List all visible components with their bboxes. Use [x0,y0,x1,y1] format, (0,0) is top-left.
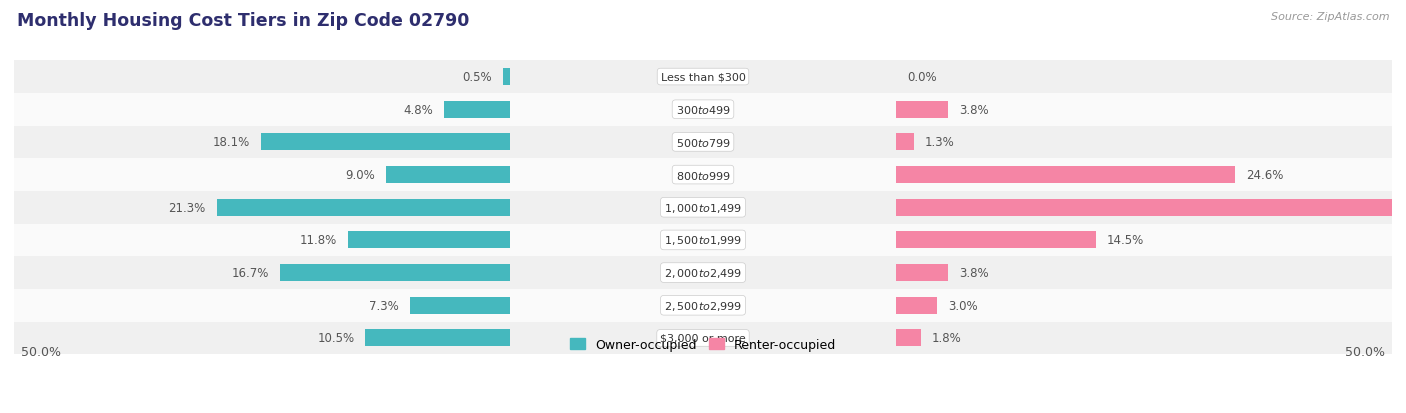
Text: 10.5%: 10.5% [318,332,354,344]
Text: Monthly Housing Cost Tiers in Zip Code 02790: Monthly Housing Cost Tiers in Zip Code 0… [17,12,470,30]
Bar [387,167,510,184]
Text: 18.1%: 18.1% [212,136,250,149]
Text: 50.0%: 50.0% [21,345,60,358]
Text: $500 to $799: $500 to $799 [675,137,731,149]
Text: $1,500 to $1,999: $1,500 to $1,999 [664,234,742,247]
Bar [14,61,1392,94]
Bar [896,134,914,151]
Bar [14,126,1392,159]
Text: 1.8%: 1.8% [932,332,962,344]
Bar [14,94,1392,126]
Text: $2,000 to $2,499: $2,000 to $2,499 [664,266,742,280]
Text: 3.8%: 3.8% [959,104,988,116]
Text: $2,500 to $2,999: $2,500 to $2,999 [664,299,742,312]
Bar [503,69,510,86]
Bar [14,224,1392,256]
Text: 24.6%: 24.6% [1246,169,1284,182]
Bar [14,322,1392,354]
Legend: Owner-occupied, Renter-occupied: Owner-occupied, Renter-occupied [565,333,841,356]
Bar [896,167,1234,184]
Bar [896,264,948,281]
Bar [896,102,948,119]
Text: 1.3%: 1.3% [925,136,955,149]
Bar [217,199,510,216]
Bar [409,297,510,314]
Text: 21.3%: 21.3% [169,201,205,214]
Bar [347,232,510,249]
Bar [366,330,510,347]
Text: $300 to $499: $300 to $499 [675,104,731,116]
Bar [14,159,1392,192]
Bar [444,102,510,119]
Text: 0.0%: 0.0% [907,71,936,84]
Bar [14,192,1392,224]
Text: 0.5%: 0.5% [463,71,492,84]
Text: 50.0%: 50.0% [1346,345,1385,358]
Bar [896,297,938,314]
Text: 16.7%: 16.7% [232,266,269,280]
Bar [14,256,1392,289]
Text: 4.8%: 4.8% [404,104,433,116]
Bar [14,289,1392,322]
Text: $1,000 to $1,499: $1,000 to $1,499 [664,201,742,214]
Bar [280,264,510,281]
Text: Less than $300: Less than $300 [661,72,745,82]
Bar [260,134,510,151]
Text: Source: ZipAtlas.com: Source: ZipAtlas.com [1271,12,1389,22]
Bar [896,232,1095,249]
Text: 14.5%: 14.5% [1107,234,1144,247]
Text: 3.8%: 3.8% [959,266,988,280]
Text: 11.8%: 11.8% [299,234,336,247]
Text: 9.0%: 9.0% [346,169,375,182]
Text: $800 to $999: $800 to $999 [675,169,731,181]
Bar [896,330,921,347]
Bar [896,199,1406,216]
Text: 7.3%: 7.3% [368,299,398,312]
Text: $3,000 or more: $3,000 or more [661,333,745,343]
Text: 3.0%: 3.0% [948,299,979,312]
